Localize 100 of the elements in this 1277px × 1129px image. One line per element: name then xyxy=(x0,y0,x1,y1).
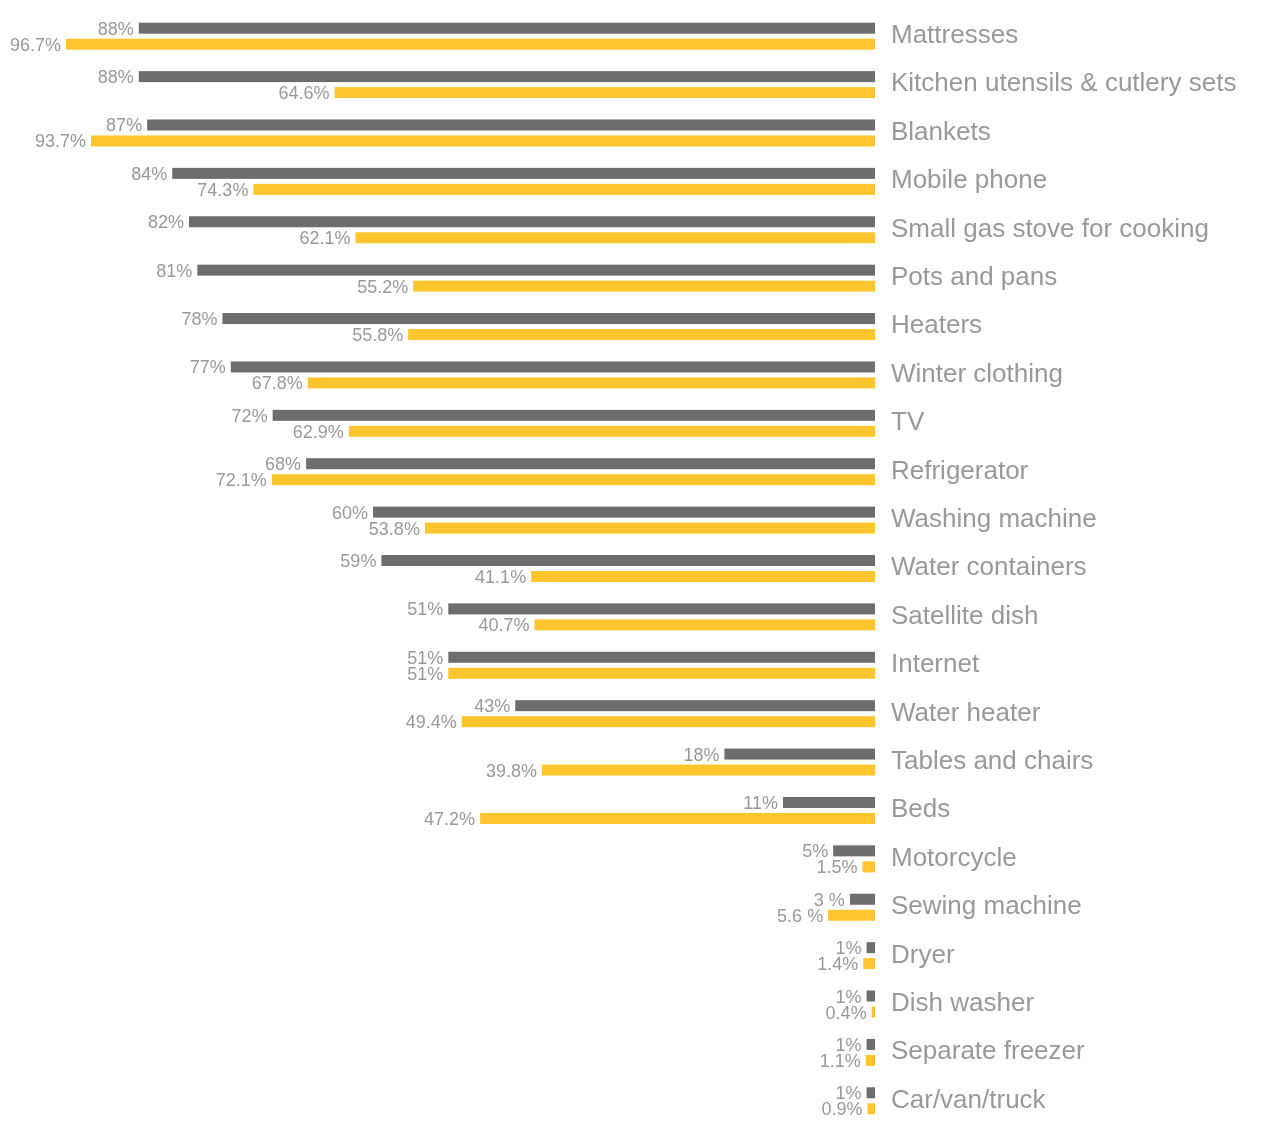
y-tick-label: Heaters xyxy=(891,309,983,340)
bar xyxy=(448,603,875,615)
bar xyxy=(138,71,875,83)
bar xyxy=(424,522,875,534)
y-tick-label: Winter clothing xyxy=(891,357,1063,388)
data-label: 82% xyxy=(147,212,184,233)
data-label: 47.2% xyxy=(424,808,476,829)
bar xyxy=(866,1038,875,1050)
bar xyxy=(355,232,875,244)
bar xyxy=(866,942,875,954)
data-label: 74.3% xyxy=(197,179,249,200)
y-tick-label: TV xyxy=(891,406,925,437)
bar xyxy=(862,861,875,873)
y-tick-label: Dish washer xyxy=(891,986,1035,1017)
bar xyxy=(413,280,875,292)
data-label: 72.1% xyxy=(215,470,267,491)
bar xyxy=(306,458,875,470)
bar xyxy=(867,1103,875,1115)
bar xyxy=(849,893,875,905)
bar xyxy=(448,667,875,679)
data-label: 59% xyxy=(340,551,377,571)
data-label: 55.2% xyxy=(357,276,409,297)
data-label: 11% xyxy=(743,792,778,813)
data-label: 60% xyxy=(332,502,369,523)
data-label: 88% xyxy=(97,18,134,39)
bar xyxy=(66,38,875,50)
data-label: 51% xyxy=(407,599,444,620)
data-label: 18% xyxy=(683,744,720,765)
bar xyxy=(138,22,875,34)
data-label: 64.6% xyxy=(278,83,330,104)
data-label: 41.1% xyxy=(475,567,527,587)
data-label: 55.8% xyxy=(352,325,404,346)
data-label: 93.7% xyxy=(35,131,87,152)
y-tick-label: Motorcycle xyxy=(891,841,1017,872)
y-tick-label: Blankets xyxy=(891,115,991,146)
bar xyxy=(334,87,875,99)
data-label: 78% xyxy=(181,309,218,330)
bar xyxy=(534,619,875,631)
y-tick-label: Refrigerator xyxy=(891,454,1029,485)
bar xyxy=(307,377,875,389)
data-label: 1.4% xyxy=(817,954,859,975)
data-label: 68% xyxy=(265,454,302,475)
bar xyxy=(272,409,875,421)
data-label: 87% xyxy=(106,115,143,136)
y-tick-label: Small gas stove for cooking xyxy=(891,212,1209,243)
y-tick-label: Internet xyxy=(891,648,980,679)
data-label: 72% xyxy=(231,405,268,426)
bar xyxy=(222,313,875,325)
data-label: 1.5% xyxy=(816,857,858,878)
data-label: 49.4% xyxy=(405,712,457,733)
bar xyxy=(188,216,875,228)
data-label: 77% xyxy=(189,357,226,378)
y-tick-label: Sewing machine xyxy=(891,890,1082,921)
bar xyxy=(863,958,875,970)
bar xyxy=(782,796,875,808)
y-tick-label: Satellite dish xyxy=(891,599,1039,630)
bar xyxy=(724,748,875,760)
y-tick-label: Mobile phone xyxy=(891,164,1048,195)
data-label: 67.8% xyxy=(251,373,303,394)
bar xyxy=(828,909,875,921)
y-tick-label: Tables and chairs xyxy=(891,744,1094,775)
data-label: 62.1% xyxy=(299,228,351,249)
bar xyxy=(448,651,875,663)
bar xyxy=(408,329,875,341)
y-tick-label: Beds xyxy=(891,793,951,824)
bar xyxy=(373,506,875,518)
bar xyxy=(866,1087,875,1099)
bar xyxy=(253,183,875,195)
data-label: 88% xyxy=(97,67,134,88)
y-tick-label: Mattresses xyxy=(891,19,1019,50)
bar xyxy=(230,361,875,373)
y-tick-label: Kitchen utensils & cutlery sets xyxy=(891,67,1237,98)
y-tick-label: Pots and pans xyxy=(891,261,1058,292)
bar xyxy=(531,571,875,582)
bar xyxy=(271,474,875,486)
data-label: 43% xyxy=(474,696,511,717)
bar xyxy=(865,1054,875,1066)
y-tick-label: Separate freezer xyxy=(891,1035,1086,1066)
bar xyxy=(480,812,875,824)
bar xyxy=(197,264,875,276)
data-label: 62.9% xyxy=(292,421,344,442)
bar xyxy=(91,135,875,147)
y-tick-label: Washing machine xyxy=(891,502,1097,533)
data-label: 84% xyxy=(131,163,168,184)
data-label: 96.7% xyxy=(9,34,61,55)
data-label: 0.9% xyxy=(821,1099,863,1120)
y-tick-label: Dryer xyxy=(891,938,955,969)
data-label: 39.8% xyxy=(485,760,538,781)
bar xyxy=(833,845,875,857)
data-label: 40.7% xyxy=(478,615,530,636)
bar xyxy=(172,167,875,179)
bar xyxy=(348,425,875,437)
bar xyxy=(381,555,875,566)
data-label: 81% xyxy=(156,260,193,281)
bar xyxy=(515,700,875,712)
bar xyxy=(147,119,875,131)
bar xyxy=(866,990,875,1002)
data-label: 53.8% xyxy=(368,518,420,539)
bar xyxy=(461,716,875,728)
bar xyxy=(542,764,875,776)
